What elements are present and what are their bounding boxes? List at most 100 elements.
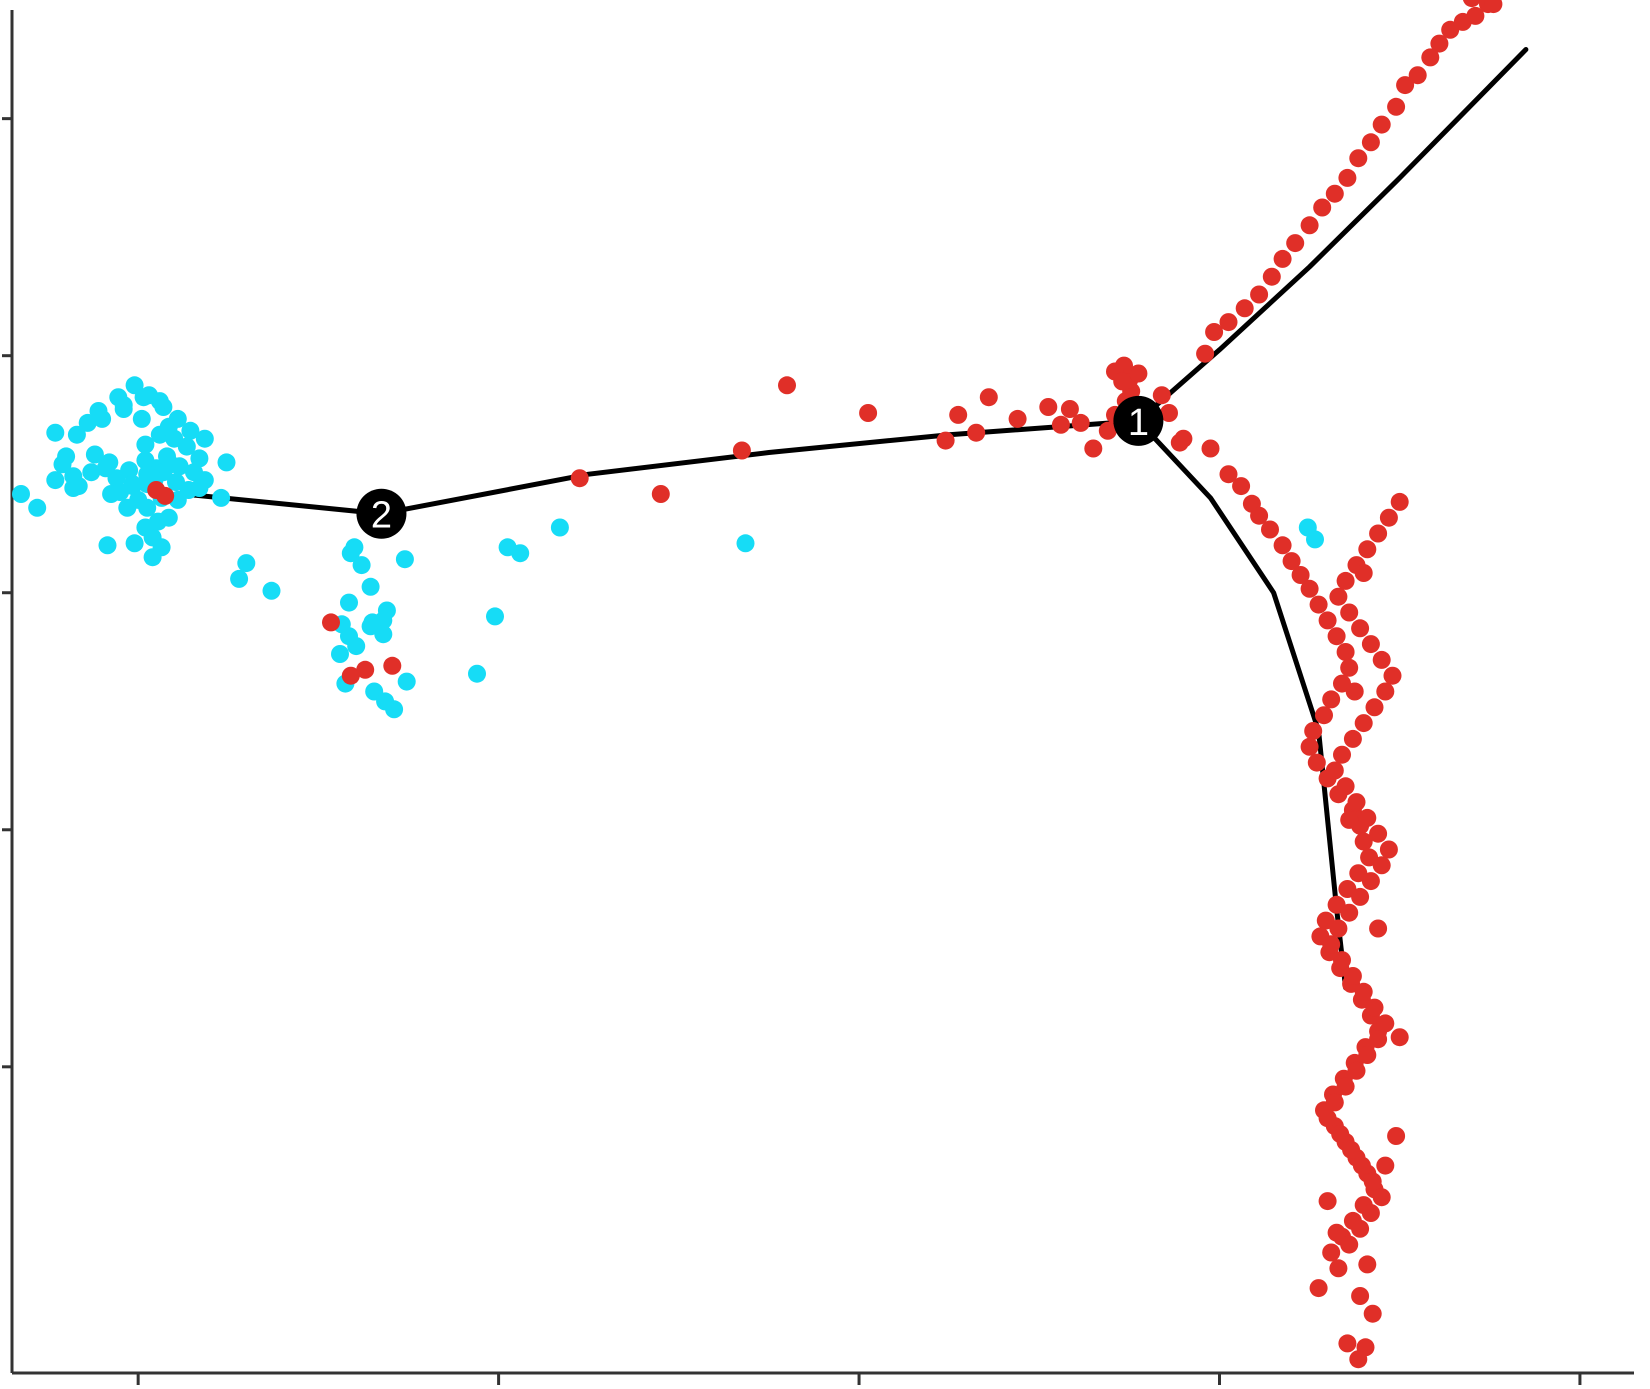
red-point [1098,421,1117,440]
red-point [1351,887,1370,906]
red-point [1383,666,1402,685]
red-point [1379,508,1398,527]
cyan-point [195,429,214,448]
red-point [1351,619,1370,638]
red-point [1358,1255,1377,1274]
branch-point-2 [356,488,407,539]
red-point [1051,415,1070,434]
red-point [1365,998,1384,1017]
cyan-point [118,498,137,517]
red-point [1325,1093,1344,1112]
red-point [1358,1046,1377,1064]
trajectory-trunk [379,418,1141,517]
red-point [1351,1219,1370,1238]
red-point [1318,1109,1337,1128]
cyan-point [331,645,349,663]
scatter-points [12,0,1503,1369]
red-point [1358,540,1377,559]
red-point [156,486,175,505]
red-point [1336,571,1355,590]
trajectory-upper-branch [1135,47,1529,424]
cyan-point [376,692,395,711]
red-point [1387,97,1406,116]
red-point [1430,34,1449,53]
red-point [1300,579,1319,598]
red-point [1196,344,1215,363]
red-point [1300,216,1319,235]
red-point [1174,429,1193,448]
red-point [1261,520,1279,539]
red-point [1372,1188,1391,1207]
red-point [1369,919,1388,938]
cyan-point [46,471,65,490]
cyan-point [64,479,83,497]
red-point [1336,777,1355,796]
red-point [1365,698,1384,717]
red-point [1349,1350,1368,1369]
cyan-point [150,392,169,411]
cyan-point [107,469,126,488]
red-point [1160,404,1178,422]
cyan-point [93,409,112,428]
red-point [1376,1156,1395,1175]
red-point [1338,1334,1357,1353]
red-point [1354,832,1373,851]
red-point [1354,564,1373,582]
red-point [936,431,955,450]
cyan-point [237,554,256,573]
cyan-point [138,498,157,517]
red-point [1369,1030,1388,1049]
cyan-point [486,607,504,626]
cyan-point [190,479,209,497]
red-point [1262,267,1281,286]
cyan-point [159,417,178,436]
red-point [1291,566,1310,584]
red-point [1338,168,1357,187]
red-point [1273,536,1292,555]
red-point [1250,506,1269,525]
red-point [1329,919,1348,938]
cyan-point [217,453,236,472]
red-point [1325,761,1344,780]
cyan-point [152,538,171,557]
red-point [1232,477,1251,496]
red-point [1372,115,1391,134]
red-point [1361,635,1380,654]
red-point [1354,982,1373,1001]
red-point [778,376,796,395]
cyan-point [181,421,200,440]
red-point [1361,872,1380,891]
cyan-point [212,488,231,507]
red-point [1325,184,1344,203]
cyan-point [57,447,76,466]
red-point [1322,1243,1341,1262]
cyan-point [28,498,47,517]
cyan-point [1306,530,1324,549]
red-point [1304,722,1323,740]
red-point [1084,439,1103,458]
branch-point-markers: 12 [356,395,1164,539]
red-point [1340,1235,1359,1254]
red-point [1322,690,1341,709]
cyan-point [125,534,144,553]
red-point [1333,951,1351,970]
red-point [1309,595,1328,614]
cyan-point [114,400,133,418]
red-point [1376,1014,1395,1033]
red-point [1008,409,1027,428]
red-point [1372,650,1391,669]
cyan-point [511,544,530,563]
cyan-point [262,581,281,600]
cyan-point [85,445,104,464]
cyan-point [136,435,155,454]
red-point [356,660,375,679]
red-point [1250,285,1269,304]
red-point [1205,323,1224,341]
red-point [1408,66,1427,85]
red-point [1354,714,1373,733]
branch-point-label-1: 1 [1128,402,1149,444]
red-point [1387,1127,1406,1145]
red-point [1219,313,1238,332]
red-point [570,469,589,488]
